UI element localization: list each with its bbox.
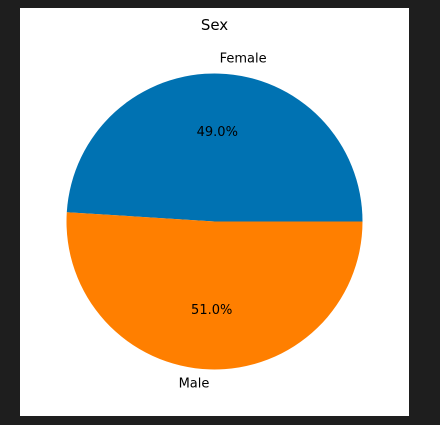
chart-title: Sex <box>201 16 228 34</box>
pie-slice-male <box>66 212 363 370</box>
pie-slices <box>66 73 363 370</box>
slice-label-male: Male <box>179 377 210 392</box>
figure-background: Sex Female 49.0% Male 51.0% <box>20 8 409 416</box>
pie-chart: Sex Female 49.0% Male 51.0% <box>66 16 363 392</box>
pie-labels: Female 49.0% Male 51.0% <box>179 51 267 391</box>
slice-percent-female: 49.0% <box>197 125 238 140</box>
slice-percent-male: 51.0% <box>191 303 232 318</box>
slice-label-female: Female <box>220 51 267 66</box>
pie-slice-female <box>66 73 363 222</box>
